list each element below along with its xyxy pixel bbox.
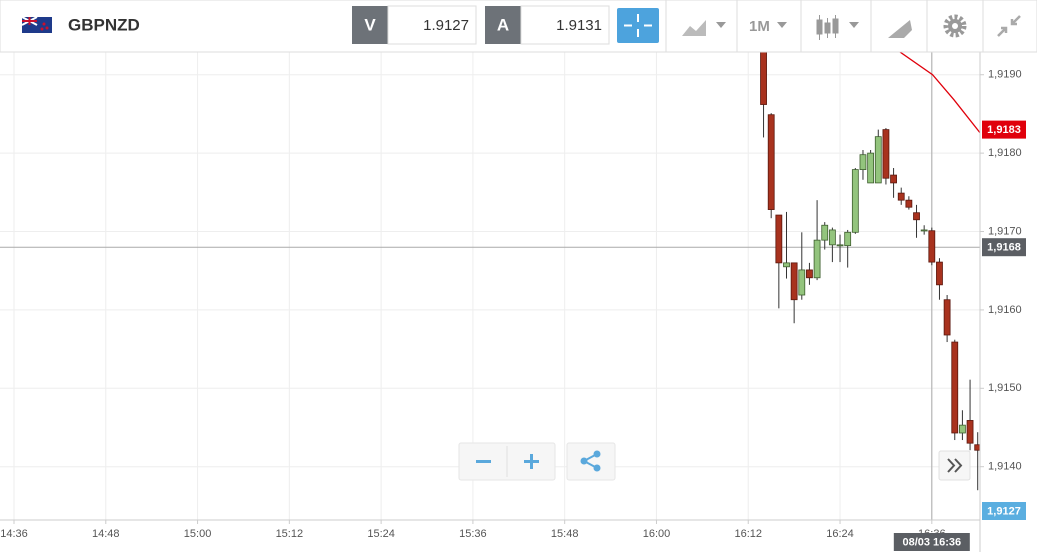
y-tick-label: 1,9170	[988, 225, 1022, 237]
candle-body	[905, 199, 913, 208]
y-tick-label: 1,9150	[988, 382, 1022, 394]
sell-button[interactable]	[352, 6, 388, 44]
candle-body	[798, 269, 806, 296]
candle-body	[897, 192, 905, 201]
y-tick-label: 1,9190	[988, 69, 1022, 81]
share-icon	[580, 450, 601, 472]
y-tick-label: 1,9160	[988, 304, 1022, 316]
candle-body	[951, 341, 959, 434]
buy-price-box	[520, 5, 610, 45]
timeframe-button[interactable]: 1M	[749, 18, 787, 35]
ma-price-label: 1,9183	[987, 124, 1021, 136]
x-tick-label: 14:36	[0, 528, 28, 540]
minimize-button[interactable]	[997, 15, 1021, 37]
candle-body	[851, 169, 859, 233]
x-tick-label: 16:24	[826, 528, 854, 540]
axes: 1,9140 1,9150 1,9160 1,9170 1,9180 1,9190 14:3…	[0, 69, 1026, 551]
candle-body	[966, 420, 974, 444]
candle-body	[867, 152, 875, 184]
sell-label: V	[364, 15, 376, 34]
buy-price: 1.9131	[556, 17, 602, 34]
candle-body	[959, 424, 966, 434]
x-tick-label: 15:00	[184, 528, 212, 540]
share-button[interactable]	[566, 442, 616, 481]
x-tick-label: 15:24	[367, 528, 395, 540]
x-tick-label: 16:00	[643, 528, 671, 540]
x-tick-label: 14:48	[92, 528, 120, 540]
draw-tool-button[interactable]	[888, 20, 912, 38]
candle-body	[836, 244, 844, 247]
sell-price: 1.9127	[423, 17, 469, 34]
chart-type-button[interactable]	[682, 20, 726, 36]
last-price-label-box	[982, 502, 1026, 520]
y-tick-label: 1,9180	[988, 147, 1022, 159]
candle-style-button[interactable]	[816, 15, 859, 40]
x-tick-label: 15:48	[551, 528, 579, 540]
candle-body	[890, 174, 897, 184]
timeframe: 1M	[749, 18, 770, 35]
buy-button[interactable]	[485, 6, 521, 44]
x-tick-label: 16:12	[734, 528, 762, 540]
candle-body	[806, 269, 813, 279]
y-tick-label: 1,9140	[988, 461, 1022, 473]
candle-body	[882, 129, 890, 179]
toolbar: GBPNZD V 1.9127 A 1.9131 1M	[0, 0, 1037, 53]
candle-body	[821, 224, 829, 241]
moving-average	[898, 52, 980, 134]
scroll-right-icon	[947, 458, 963, 473]
crosshair-icon	[624, 14, 652, 37]
candle-body	[775, 214, 783, 264]
settings-button[interactable]	[943, 14, 967, 38]
candle-body	[936, 261, 943, 286]
buy-label: A	[497, 15, 509, 34]
last-price-label: 1,9127	[987, 505, 1021, 517]
candle-body	[974, 444, 980, 451]
candle-body	[783, 262, 790, 268]
sell-price-box	[387, 5, 477, 45]
crosshair-price-label-box	[982, 238, 1026, 257]
candle-body	[859, 154, 867, 170]
zoom-in-button[interactable]	[524, 454, 539, 469]
candle-body	[913, 212, 920, 221]
candle-body	[943, 299, 951, 336]
toolbar-separators	[665, 0, 984, 52]
candle-body	[828, 229, 836, 246]
crosshair-price-label: 1,9168	[987, 242, 1021, 254]
plot-area	[0, 52, 980, 520]
crosshair-button[interactable]	[617, 8, 659, 43]
x-tick-label: 15:36	[459, 528, 487, 540]
zoom-controls	[458, 442, 971, 481]
candle-body	[920, 229, 928, 232]
ma-price-label-box	[982, 120, 1026, 139]
crosshair-time-label: 08/03 16:36	[902, 536, 961, 548]
grid	[0, 52, 980, 520]
crosshair-time-box	[893, 533, 970, 551]
flag	[21, 16, 52, 33]
x-tick-label: 15:12	[276, 528, 304, 540]
candle-body	[767, 114, 775, 210]
candle-body	[874, 136, 882, 184]
candle-body	[790, 262, 798, 301]
candle-body	[760, 52, 767, 105]
candle-body	[813, 239, 821, 279]
symbol: GBPNZD	[68, 15, 140, 34]
candle-body	[844, 231, 852, 247]
candle-body	[928, 230, 936, 263]
